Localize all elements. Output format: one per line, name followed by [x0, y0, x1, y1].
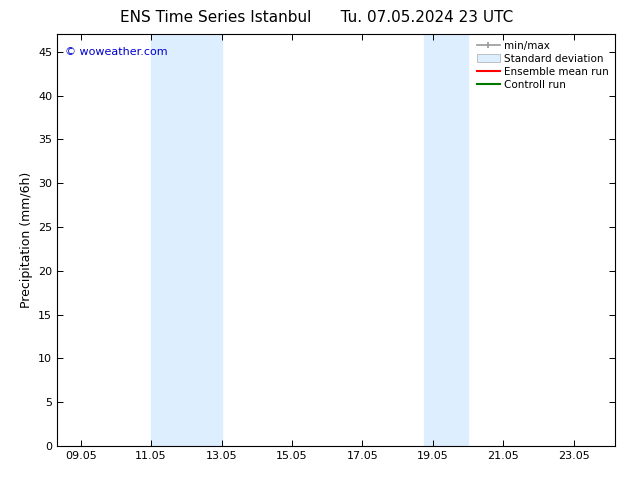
Y-axis label: Precipitation (mm/6h): Precipitation (mm/6h) [20, 172, 32, 308]
Text: © woweather.com: © woweather.com [65, 47, 168, 57]
Bar [424, 34, 468, 446]
Bar [151, 34, 221, 446]
Legend: min/max, Standard deviation, Ensemble mean run, Controll run: min/max, Standard deviation, Ensemble me… [473, 36, 613, 94]
Text: ENS Time Series Istanbul      Tu. 07.05.2024 23 UTC: ENS Time Series Istanbul Tu. 07.05.2024 … [120, 10, 514, 25]
